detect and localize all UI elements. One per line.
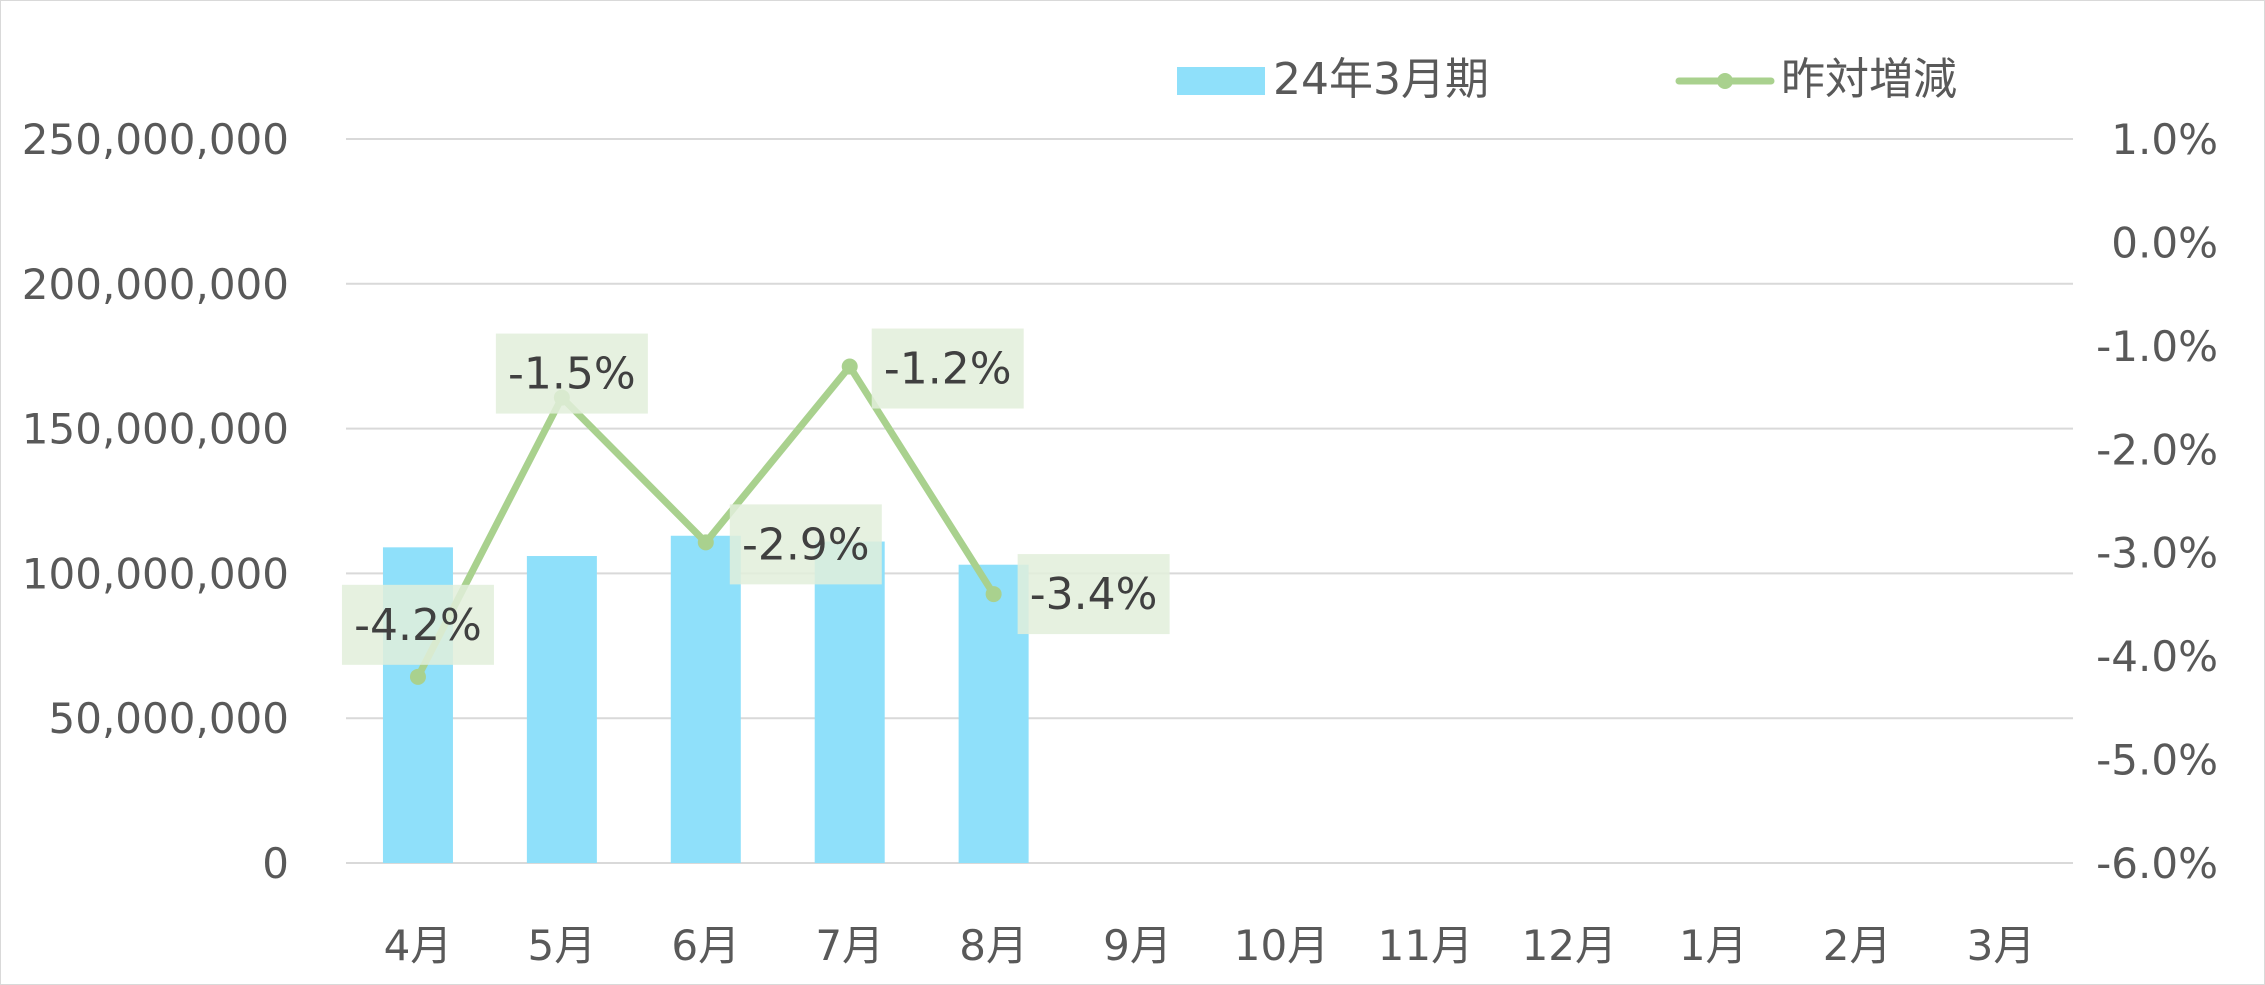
bar-3 xyxy=(670,535,741,863)
right-tick-label: 0.0% xyxy=(2111,218,2218,267)
x-tick-label: 6月 xyxy=(671,921,740,970)
data-label-5: -3.4% xyxy=(1030,569,1158,620)
x-tick-label: 7月 xyxy=(815,921,884,970)
legend-bar-swatch xyxy=(1177,67,1265,95)
bar-4 xyxy=(814,541,885,863)
left-tick-label: 150,000,000 xyxy=(22,405,289,454)
x-tick-label: 8月 xyxy=(959,921,1028,970)
bar-5 xyxy=(958,564,1029,863)
data-label-3: -2.9% xyxy=(742,519,870,570)
line-point-3 xyxy=(697,534,714,551)
right-tick-label: -5.0% xyxy=(2096,736,2218,785)
left-tick-label: 250,000,000 xyxy=(22,115,289,164)
data-label-bg-1 xyxy=(341,584,494,665)
x-tick-label: 1月 xyxy=(1679,921,1748,970)
x-tick-label: 11月 xyxy=(1378,921,1473,970)
right-tick-label: -2.0% xyxy=(2096,425,2218,474)
legend-line-marker xyxy=(1717,73,1733,89)
data-labels: -4.2% -1.5% -2.9% -1.2% -3.4% xyxy=(341,328,1170,665)
x-tick-label: 3月 xyxy=(1967,921,2036,970)
right-axis: -6.0% -5.0% -4.0% -3.0% -2.0% -1.0% 0.0% 1.0% xyxy=(2096,115,2218,888)
legend-bar-label: 24年3月期 xyxy=(1273,54,1489,105)
left-tick-label: 0 xyxy=(262,839,289,888)
gridlines xyxy=(346,138,2073,864)
x-tick-label: 9月 xyxy=(1103,921,1172,970)
data-label-1: -4.2% xyxy=(354,600,482,651)
legend: 24年3月期 昨対増減 xyxy=(1177,54,1957,105)
line-point-5 xyxy=(985,586,1002,603)
left-tick-label: 100,000,000 xyxy=(22,549,289,598)
left-tick-label: 50,000,000 xyxy=(49,694,289,743)
data-label-bg-2 xyxy=(495,333,648,414)
right-tick-label: -3.0% xyxy=(2096,529,2218,578)
line-point-4 xyxy=(841,358,858,375)
data-label-4: -1.2% xyxy=(884,344,1012,395)
right-tick-label: -4.0% xyxy=(2096,632,2218,681)
data-label-bg-3 xyxy=(729,504,882,585)
legend-line-label: 昨対増減 xyxy=(1781,54,1957,105)
x-tick-label: 12月 xyxy=(1522,921,1617,970)
left-tick-label: 200,000,000 xyxy=(22,260,289,309)
bar-2 xyxy=(526,556,597,863)
data-label-bg-4 xyxy=(871,328,1024,409)
x-tick-label: 10月 xyxy=(1234,921,1329,970)
x-tick-label: 5月 xyxy=(528,921,597,970)
data-label-2: -1.5% xyxy=(508,349,636,400)
right-tick-label: -6.0% xyxy=(2096,839,2218,888)
data-label-bg-5 xyxy=(1017,554,1170,635)
bar-series xyxy=(382,535,1029,863)
right-tick-label: -1.0% xyxy=(2096,322,2218,371)
left-axis: 0 50,000,000 100,000,000 150,000,000 200,000… xyxy=(22,115,289,888)
x-tick-label: 4月 xyxy=(384,921,453,970)
right-tick-label: 1.0% xyxy=(2111,115,2218,164)
x-axis: 4月 5月 6月 7月 8月 9月 10月 11月 12月 1月 2月 3月 xyxy=(384,921,2036,970)
line-point-1 xyxy=(409,668,426,685)
x-tick-label: 2月 xyxy=(1823,921,1892,970)
